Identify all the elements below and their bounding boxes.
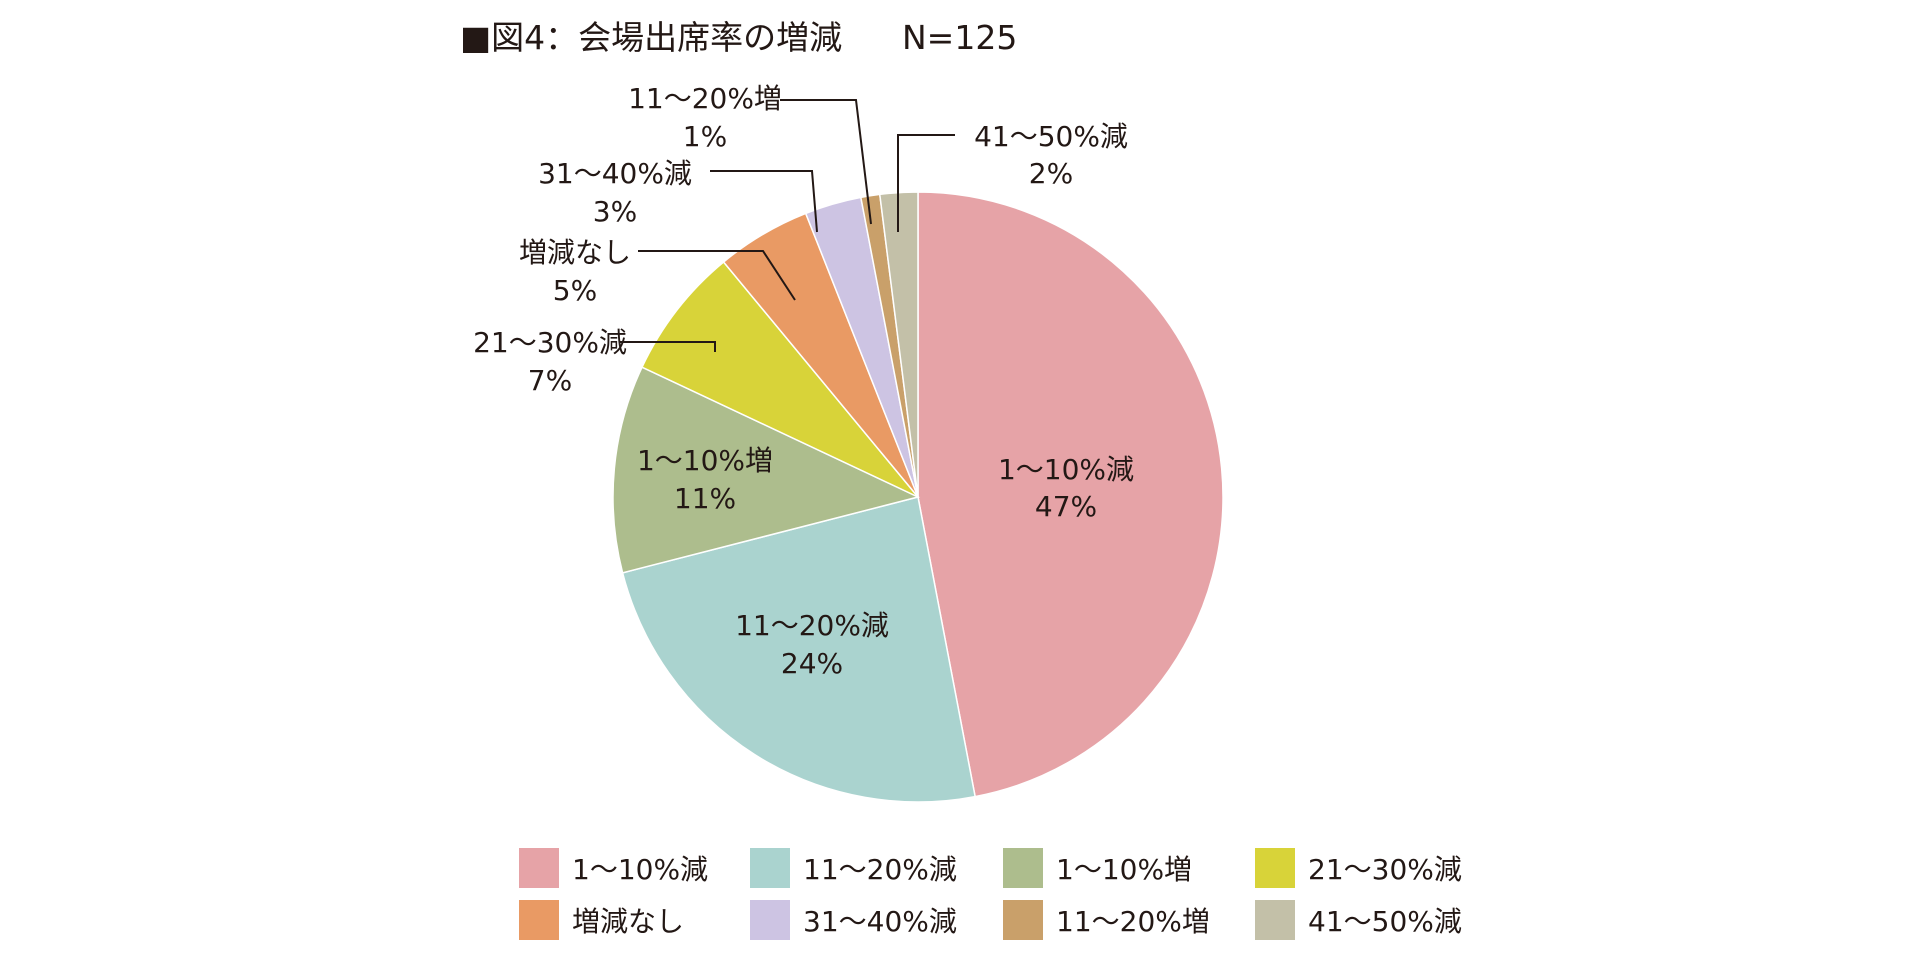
legend-label: 11〜20%増 [1056,905,1210,938]
legend-label: 41〜50%減 [1308,905,1462,938]
slice-1-value-label: 47% [1035,490,1097,523]
legend-swatch [750,900,790,940]
legend-swatch [1255,848,1295,888]
slice-1-wedge [917,191,1224,798]
slice-8-category-label: 41〜50%減 [974,120,1128,153]
slice-6-value-label: 3% [593,195,637,228]
slice-4-wedge [641,260,919,498]
legend-item: 21〜30%減 [1255,848,1462,888]
legend-swatch [750,848,790,888]
legend-swatch [1255,900,1295,940]
slice-3-category-label: 1〜10%増 [637,444,773,477]
legend-swatch [519,848,559,888]
legend-swatch [1003,848,1043,888]
slice-7-category-label: 11〜20%増 [628,82,782,115]
slice-3-wedge [612,366,921,574]
legend-label: 増減なし [572,905,684,938]
slice-6-leader-line [710,170,818,233]
legend-label: 21〜30%減 [1308,853,1462,886]
legend-item: 31〜40%減 [750,900,957,940]
legend-item: 1〜10%増 [1003,848,1192,888]
leader-lines [620,99,955,352]
slice-5-leader-line [638,250,796,301]
pie-slices [612,191,1224,803]
slice-4-leader-line [620,341,716,352]
legend-item: 41〜50%減 [1255,900,1462,940]
legend-swatch [519,900,559,940]
slice-4-category-label: 21〜30%減 [473,326,627,359]
slice-8-value-label: 2% [1029,157,1073,190]
slice-4-value-label: 7% [528,364,572,397]
legend-item: 11〜20%増 [1003,900,1210,940]
slice-3-value-label: 11% [674,482,736,515]
legend-label: 1〜10%増 [1056,853,1192,886]
legend-label: 1〜10%減 [572,853,708,886]
chart-title-group: ■図4：会場出席率の増減 N=125 [460,18,1017,57]
slice-6-category-label: 31〜40%減 [538,157,692,190]
slice-5-category-label: 増減なし [519,236,631,269]
slice-8-leader-line [897,134,955,232]
legend-label: 11〜20%減 [803,853,957,886]
chart-title: ■図4：会場出席率の増減 [460,18,842,57]
slice-7-value-label: 1% [683,120,727,153]
legend-item: 11〜20%減 [750,848,957,888]
slice-2-wedge [621,496,977,803]
slice-5-value-label: 5% [553,274,597,307]
chart-subtitle: N=125 [902,18,1017,57]
legend-item: 増減なし [519,900,684,940]
slice-7-leader-line [780,99,872,225]
slice-2-value-label: 24% [781,647,843,680]
legend-item: 1〜10%減 [519,848,708,888]
slice-2-category-label: 11〜20%減 [735,609,889,642]
legend-label: 31〜40%減 [803,905,957,938]
legend-swatch [1003,900,1043,940]
slice-labels: 1〜10%減 47% 11〜20%減 24% 1〜10%増 11% 21〜30%減 7% 増減な… [473,82,1134,680]
slice-1-category-label: 1〜10%減 [998,453,1134,486]
